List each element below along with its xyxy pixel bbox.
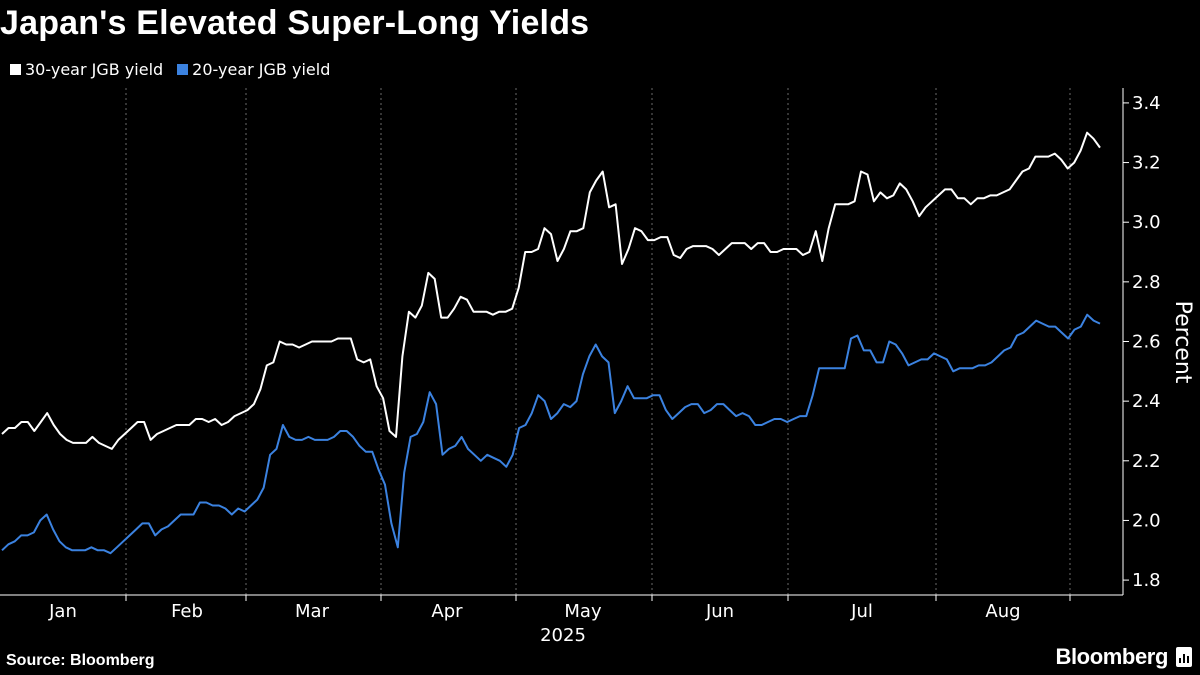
x-tick-label: Jul: [850, 601, 873, 622]
brand-text: Bloomberg: [1055, 644, 1168, 669]
x-tick-label: Apr: [431, 601, 463, 622]
x-tick-label: Jan: [48, 601, 77, 622]
legend: 30-year JGB yield 20-year JGB yield: [10, 60, 330, 79]
x-tick-label: Jun: [705, 601, 734, 622]
bloomberg-icon: [1176, 647, 1192, 667]
x-tick-label: Aug: [985, 601, 1020, 622]
legend-label-30y: 30-year JGB yield: [25, 60, 164, 79]
y-tick-label: 3.2: [1132, 153, 1161, 174]
y-tick-label: 2.4: [1132, 391, 1161, 412]
y-axis-label: Percent: [1170, 301, 1195, 384]
x-tick-label: May: [564, 601, 602, 622]
bloomberg-logo: Bloomberg: [1055, 644, 1192, 670]
x-tick-label: Mar: [295, 601, 330, 622]
legend-item-20y: 20-year JGB yield: [177, 60, 330, 79]
legend-label-20y: 20-year JGB yield: [192, 60, 331, 79]
y-tick-label: 3.4: [1132, 93, 1161, 114]
y-tick-label: 3.0: [1132, 212, 1161, 233]
source-note: Source: Bloomberg: [6, 652, 155, 669]
y-tick-label: 2.2: [1132, 451, 1161, 472]
legend-swatch-20y: [177, 64, 189, 75]
x-year-label: 2025: [540, 625, 586, 646]
series-line-20y: [1, 313, 1101, 555]
legend-swatch-30y: [10, 64, 21, 75]
chart-title: Japan's Elevated Super-Long Yields: [0, 4, 590, 42]
series-line-30y: [1, 131, 1101, 450]
y-tick-label: 1.8: [1132, 570, 1161, 591]
y-tick-label: 2.8: [1132, 272, 1161, 293]
y-tick-label: 2.6: [1132, 332, 1161, 353]
legend-item-30y: 30-year JGB yield: [10, 60, 163, 79]
x-tick-label: Feb: [171, 601, 203, 622]
y-tick-label: 2.0: [1132, 510, 1161, 531]
